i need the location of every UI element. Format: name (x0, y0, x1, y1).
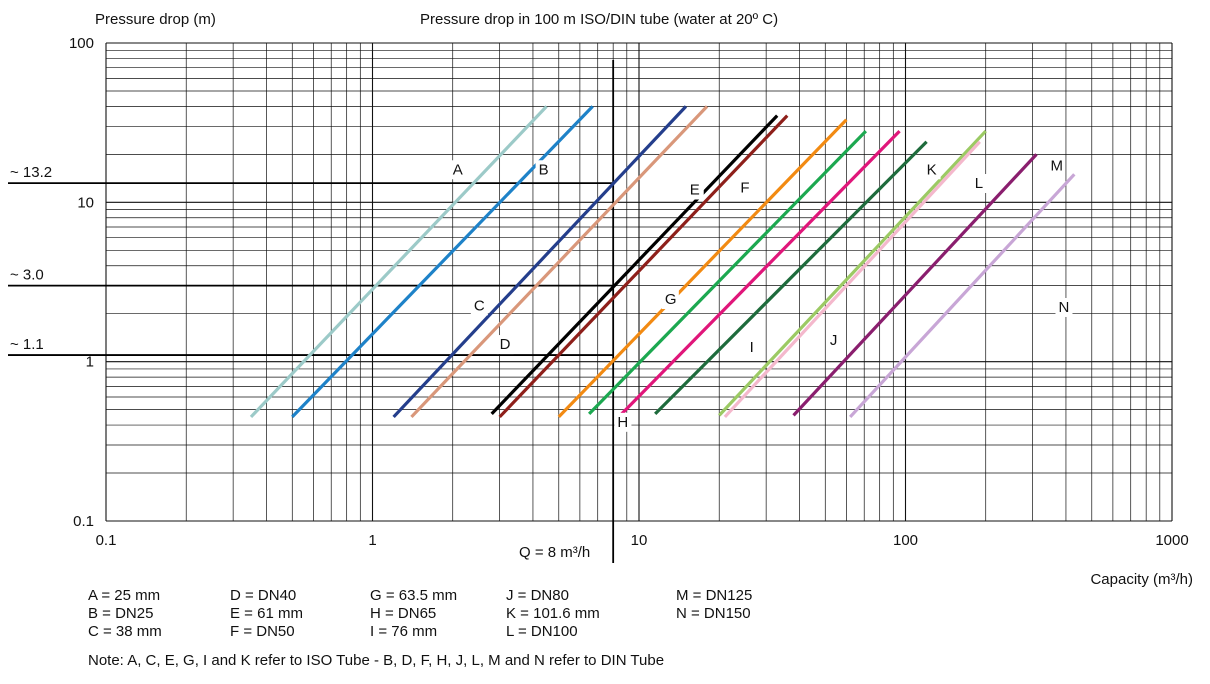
series-lines (249, 105, 1076, 419)
legend-item: H = DN65 (370, 605, 437, 622)
series-label-bg (826, 331, 844, 351)
series-label-bg (737, 178, 755, 198)
q-marker-label: Q = 8 m³/h (519, 544, 590, 561)
series-line-h (587, 129, 868, 416)
series-labels: A B C D E F G H I J K L M N (449, 156, 1073, 432)
series-label-bg (449, 160, 467, 180)
legend-item: G = 63.5 mm (370, 587, 458, 604)
reference-line-label: ~ 13.2 (10, 164, 52, 181)
series-label-h: H (617, 414, 628, 431)
x-tick-label: 100 (893, 532, 918, 549)
series-label-a: A (453, 161, 463, 178)
series-line-a (249, 105, 548, 419)
series-label-j: J (830, 332, 838, 349)
series-label-bg (1055, 297, 1073, 317)
series-label-k: K (927, 161, 937, 178)
legend-item: I = 76 mm (370, 623, 438, 640)
reference-line-label: ~ 1.1 (10, 336, 44, 353)
series-label-g: G (665, 291, 677, 308)
y-tick-label: 100 (69, 35, 94, 52)
legend-item: J = DN80 (506, 587, 569, 604)
series-line-i (619, 129, 901, 417)
legend-item: B = DN25 (88, 605, 154, 622)
series-line-c (392, 105, 688, 419)
x-tick-label: 10 (631, 532, 648, 549)
series-label-bg (1047, 156, 1065, 176)
series-label-e: E (690, 181, 700, 198)
series-line-g (557, 118, 848, 419)
tick-labels: 0.1 1 10 100 1000 0.1 1 10 100 (69, 35, 1189, 549)
series-label-i: I (750, 339, 754, 356)
series-label-bg (971, 174, 989, 194)
series-label-b: B (539, 161, 549, 178)
x-tick-label: 1000 (1155, 532, 1188, 549)
x-tick-label: 0.1 (96, 532, 117, 549)
legend-item: M = DN125 (676, 587, 753, 604)
reference-lines: ~ 13.2 ~ 3.0 ~ 1.1 (8, 60, 615, 563)
series-label-d: D (500, 336, 511, 353)
series-label-bg (496, 335, 514, 355)
legend-item: K = 101.6 mm (506, 605, 600, 622)
series-label-c: C (474, 297, 485, 314)
series-line-b (291, 105, 594, 419)
legend-item: F = DN50 (230, 623, 295, 640)
y-tick-label: 1 (86, 354, 94, 371)
series-label-n: N (1058, 299, 1069, 316)
legend-item: L = DN100 (506, 623, 578, 640)
series-line-d (410, 105, 709, 419)
series-label-m: M (1050, 158, 1063, 175)
series-line-k (718, 129, 987, 417)
series-label-bg (686, 180, 704, 200)
series-label-bg (535, 160, 553, 180)
series-line-m (792, 153, 1038, 417)
series-label-bg (614, 412, 632, 432)
y-tick-label: 0.1 (73, 513, 94, 530)
legend-item: C = 38 mm (88, 623, 162, 640)
series-label-l: L (975, 175, 983, 192)
legend-item: N = DN150 (676, 605, 751, 622)
legend: A = 25 mm B = DN25 C = 38 mm D = DN40 E … (88, 587, 988, 647)
series-label-bg (661, 290, 679, 310)
x-tick-label: 1 (368, 532, 376, 549)
y-axis-label: Pressure drop (m) (95, 11, 216, 28)
series-line-n (848, 173, 1076, 419)
x-axis-label: Capacity (m³/h) (1090, 571, 1193, 588)
legend-item: D = DN40 (230, 587, 297, 604)
chart-title: Pressure drop in 100 m ISO/DIN tube (wat… (420, 11, 778, 28)
series-line-e (490, 114, 779, 416)
footnote: Note: A, C, E, G, I and K refer to ISO T… (88, 652, 665, 669)
series-line-j (654, 140, 928, 416)
legend-item: A = 25 mm (88, 587, 161, 604)
series-label-f: F (740, 180, 749, 197)
grid (105, 42, 1173, 522)
series-label-bg (470, 296, 488, 316)
y-tick-label: 10 (77, 194, 94, 211)
reference-line-label: ~ 3.0 (10, 267, 44, 284)
series-line-f (498, 114, 789, 419)
legend-item: E = 61 mm (230, 605, 303, 622)
series-label-bg (923, 160, 941, 180)
series-line-l (723, 140, 981, 419)
series-label-bg (746, 337, 764, 357)
